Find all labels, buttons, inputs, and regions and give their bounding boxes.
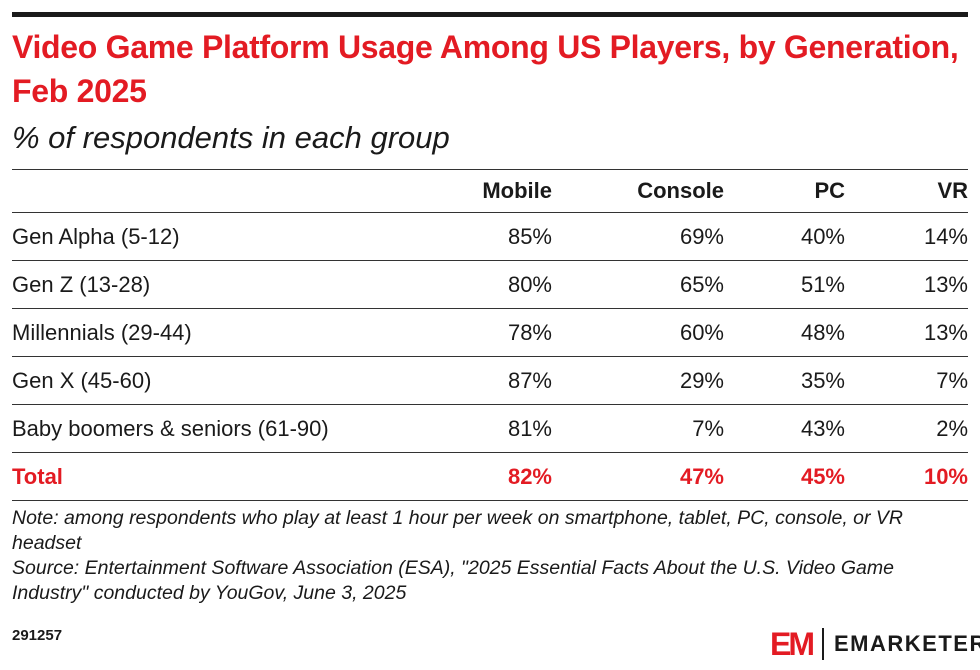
column-header: Console	[552, 169, 724, 213]
column-header: Mobile	[432, 169, 552, 213]
cell-mobile: 80%	[432, 260, 552, 309]
row-label: Baby boomers & seniors (61-90)	[12, 404, 432, 453]
top-rule	[12, 12, 968, 17]
table-row: Baby boomers & seniors (61-90) 81% 7% 43% 2%	[12, 404, 968, 453]
cell-mobile: 78%	[432, 308, 552, 357]
cell-console: 29%	[552, 356, 724, 405]
cell-vr: 10%	[845, 452, 968, 501]
note-text: Note: among respondents who play at leas…	[12, 507, 904, 554]
cell-vr: 2%	[845, 404, 968, 453]
cell-vr: 13%	[845, 260, 968, 309]
cell-mobile: 81%	[432, 404, 552, 453]
cell-console: 47%	[552, 452, 724, 501]
cell-pc: 43%	[724, 404, 845, 453]
cell-mobile: 87%	[432, 356, 552, 405]
cell-vr: 13%	[845, 308, 968, 357]
table-row: Gen Alpha (5-12) 85% 69% 40% 14%	[12, 212, 968, 261]
cell-console: 65%	[552, 260, 724, 309]
chart-subtitle: % of respondents in each group	[12, 120, 450, 155]
cell-pc: 45%	[724, 452, 845, 501]
row-label: Gen Z (13-28)	[12, 260, 432, 309]
notes: Note: among respondents who play at leas…	[12, 506, 968, 606]
logo-wordmark: EMARKETER	[834, 631, 980, 656]
cell-pc: 35%	[724, 356, 845, 405]
column-header: VR	[845, 169, 968, 213]
cell-pc: 40%	[724, 212, 845, 261]
row-label: Gen Alpha (5-12)	[12, 212, 432, 261]
column-header: PC	[724, 169, 845, 213]
source-text: Source: Entertainment Software Associati…	[12, 557, 894, 604]
data-table: Mobile Console PC VR Gen Alpha (5-12) 85% 69%…	[12, 169, 968, 501]
chart-title: Video Game Platform Usage Among US Playe…	[12, 29, 959, 109]
cell-console: 7%	[552, 404, 724, 453]
row-label: Millennials (29-44)	[12, 308, 432, 357]
table-row: Gen Z (13-28) 80% 65% 51% 13%	[12, 260, 968, 309]
emarketer-logo: EM EMARKETER	[770, 625, 980, 662]
row-label: Gen X (45-60)	[12, 356, 432, 405]
cell-vr: 14%	[845, 212, 968, 261]
table-row: Millennials (29-44) 78% 60% 48% 13%	[12, 308, 968, 357]
total-row: Total 82% 47% 45% 10%	[12, 452, 968, 501]
cell-mobile: 82%	[432, 452, 552, 501]
logo-divider	[822, 628, 824, 660]
logo-mark: EM	[770, 625, 815, 662]
column-header-blank	[12, 169, 432, 213]
chart-id: 291257	[12, 627, 63, 644]
cell-mobile: 85%	[432, 212, 552, 261]
table-row: Gen X (45-60) 87% 29% 35% 7%	[12, 356, 968, 405]
header-row: Mobile Console PC VR	[12, 169, 968, 213]
cell-pc: 51%	[724, 260, 845, 309]
cell-console: 69%	[552, 212, 724, 261]
cell-vr: 7%	[845, 356, 968, 405]
cell-pc: 48%	[724, 308, 845, 357]
cell-console: 60%	[552, 308, 724, 357]
row-label: Total	[12, 452, 432, 501]
